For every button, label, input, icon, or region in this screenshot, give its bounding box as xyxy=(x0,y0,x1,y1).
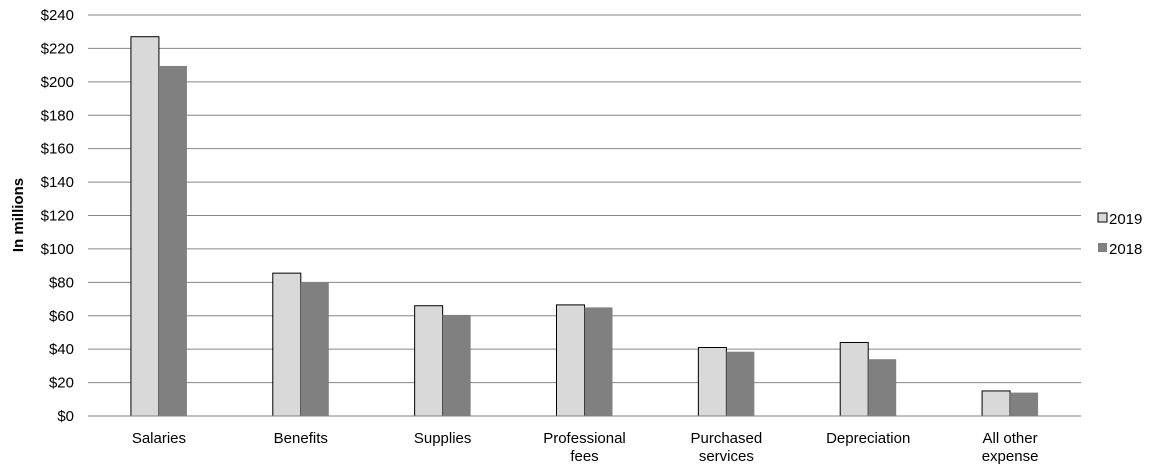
bar-2018-depreciation xyxy=(868,359,897,416)
y-tick-label: $60 xyxy=(49,308,74,325)
bar-2019-salaries xyxy=(130,36,160,417)
y-tick-label: $140 xyxy=(41,174,74,191)
y-tick-label: $20 xyxy=(49,375,74,392)
legend-label: 2018 xyxy=(1109,241,1142,258)
bar-2018-all-other-expense xyxy=(1010,392,1039,416)
gridlines xyxy=(88,14,1081,384)
y-tick-label: $120 xyxy=(41,208,74,225)
legend-swatch xyxy=(1097,212,1108,223)
y-tick-label: $160 xyxy=(41,141,74,158)
x-tick-label: Benefits xyxy=(274,430,328,447)
x-tick-label: Professional fees xyxy=(543,430,626,465)
y-axis-ticks: $0 $20 $40 $60 $80 $100 $120 $140 $160 $180 $200 $2… xyxy=(41,7,74,425)
y-tick-label: $100 xyxy=(41,241,74,258)
legend: 2019 2018 xyxy=(1097,211,1142,258)
legend-swatch xyxy=(1098,243,1107,252)
bar-2019-all-other-expense xyxy=(981,390,1011,417)
bar-2019-depreciation xyxy=(839,341,869,417)
y-tick-label: $80 xyxy=(49,274,74,291)
x-tick-label-line: expense xyxy=(982,448,1039,465)
x-tick-label-line: services xyxy=(699,448,754,465)
x-tick-label-line: Benefits xyxy=(274,430,328,447)
x-axis-labels: Salaries Benefits Supplies Professional fees… xyxy=(132,430,1039,465)
bar-2018-supplies xyxy=(442,314,471,416)
y-tick-label: $240 xyxy=(41,7,74,24)
bar-2019-purchased-services xyxy=(697,346,727,417)
y-axis-title: In millions xyxy=(10,178,27,252)
x-tick-label-line: Professional xyxy=(543,430,626,447)
bar-2018-salaries xyxy=(158,65,187,416)
y-tick-label: $0 xyxy=(57,408,74,425)
x-tick-label-line: fees xyxy=(570,448,598,465)
x-tick-label-line: All other xyxy=(983,430,1038,447)
y-tick-label: $40 xyxy=(49,341,74,358)
x-tick-label-line: Supplies xyxy=(414,430,472,447)
x-tick-label-line: Depreciation xyxy=(826,430,910,447)
bar-2019-benefits xyxy=(272,272,302,417)
bars xyxy=(130,36,1039,417)
x-tick-label: Depreciation xyxy=(826,430,910,447)
bar-2018-purchased-services xyxy=(726,351,755,416)
x-tick-label-line: Salaries xyxy=(132,430,186,447)
x-tick-label: Salaries xyxy=(132,430,186,447)
y-tick-label: $220 xyxy=(41,40,74,57)
x-tick-label: Purchased services xyxy=(690,430,762,465)
bar-2018-benefits xyxy=(300,282,329,416)
x-tick-label-line: Purchased xyxy=(690,430,762,447)
legend-label: 2019 xyxy=(1109,211,1142,228)
y-tick-label: $180 xyxy=(41,107,74,124)
bar-2018-professional-fees xyxy=(584,307,613,416)
bar-2019-professional-fees xyxy=(556,304,585,417)
y-tick-label: $200 xyxy=(41,74,74,91)
bar-2019-supplies xyxy=(414,305,444,417)
x-tick-label: Supplies xyxy=(414,430,472,447)
x-tick-label: All other expense xyxy=(982,430,1039,465)
